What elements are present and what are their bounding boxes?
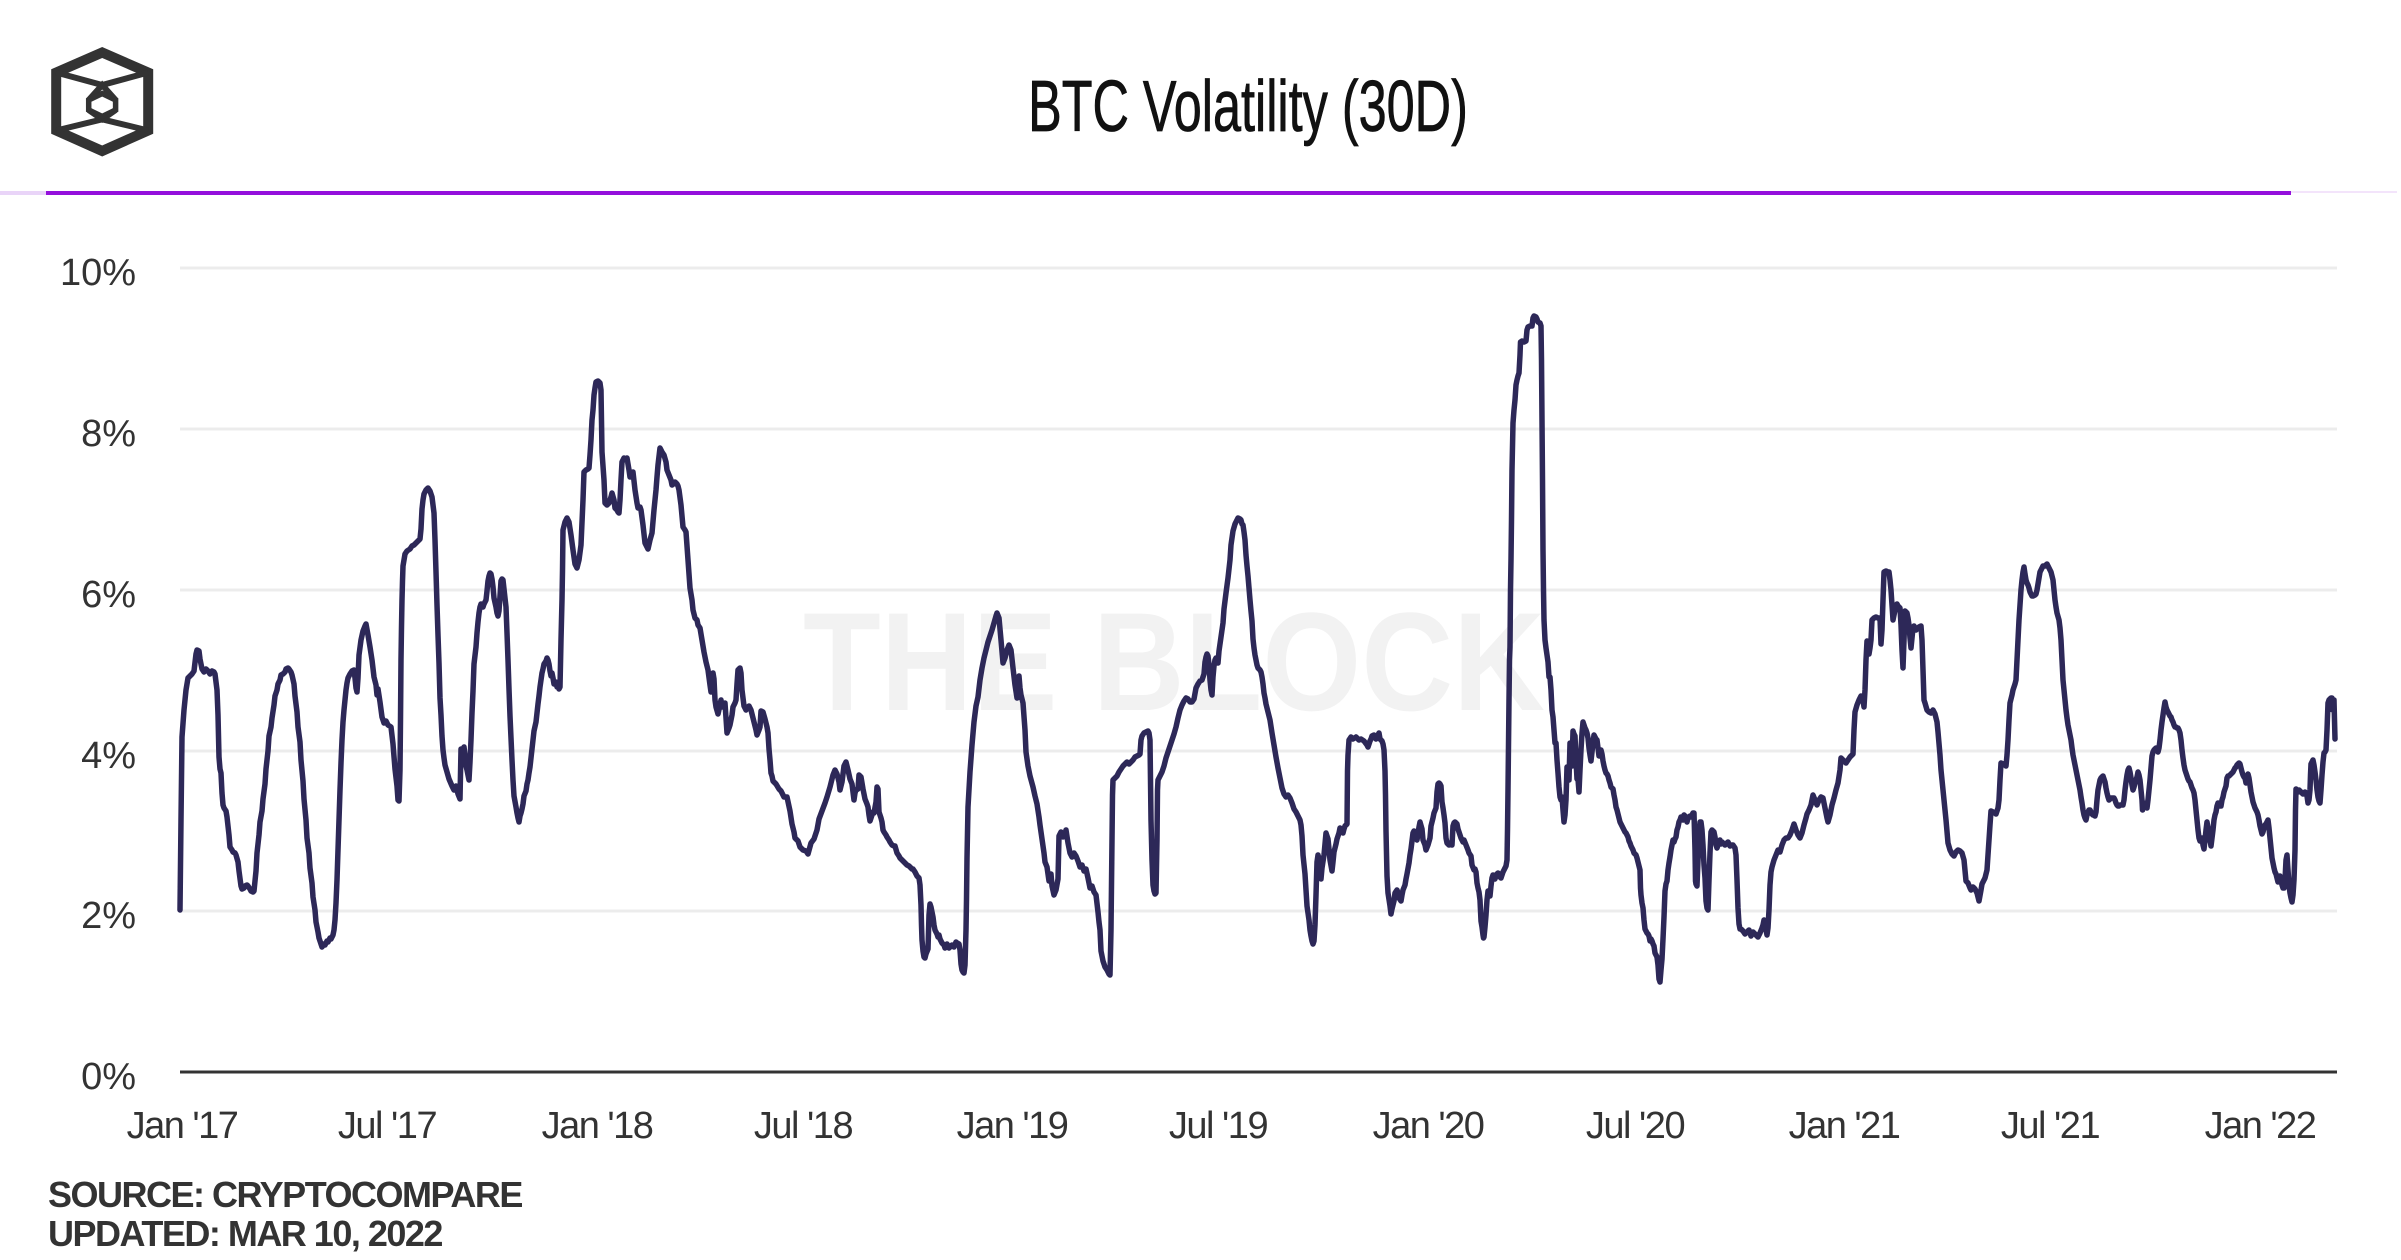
svg-text:Jan '19: Jan '19 [957,1105,1068,1147]
svg-text:0%: 0% [81,1056,136,1098]
svg-text:8%: 8% [81,413,136,455]
svg-text:2%: 2% [81,895,136,937]
svg-text:Jan '21: Jan '21 [1789,1105,1900,1147]
svg-text:4%: 4% [81,735,136,777]
svg-text:Jan '22: Jan '22 [2205,1105,2316,1147]
svg-text:6%: 6% [81,574,136,616]
svg-text:THE BLOCK: THE BLOCK [803,583,1545,740]
svg-text:Jan '18: Jan '18 [542,1105,653,1147]
svg-text:Jul '21: Jul '21 [2001,1105,2100,1147]
svg-text:Jul '18: Jul '18 [754,1105,853,1147]
svg-text:10%: 10% [60,252,136,294]
svg-text:Jul '17: Jul '17 [338,1105,437,1147]
svg-text:Jan '20: Jan '20 [1373,1105,1484,1147]
svg-text:Jul '20: Jul '20 [1586,1105,1685,1147]
svg-text:Jan '17: Jan '17 [127,1105,238,1147]
svg-text:Jul '19: Jul '19 [1169,1105,1268,1147]
